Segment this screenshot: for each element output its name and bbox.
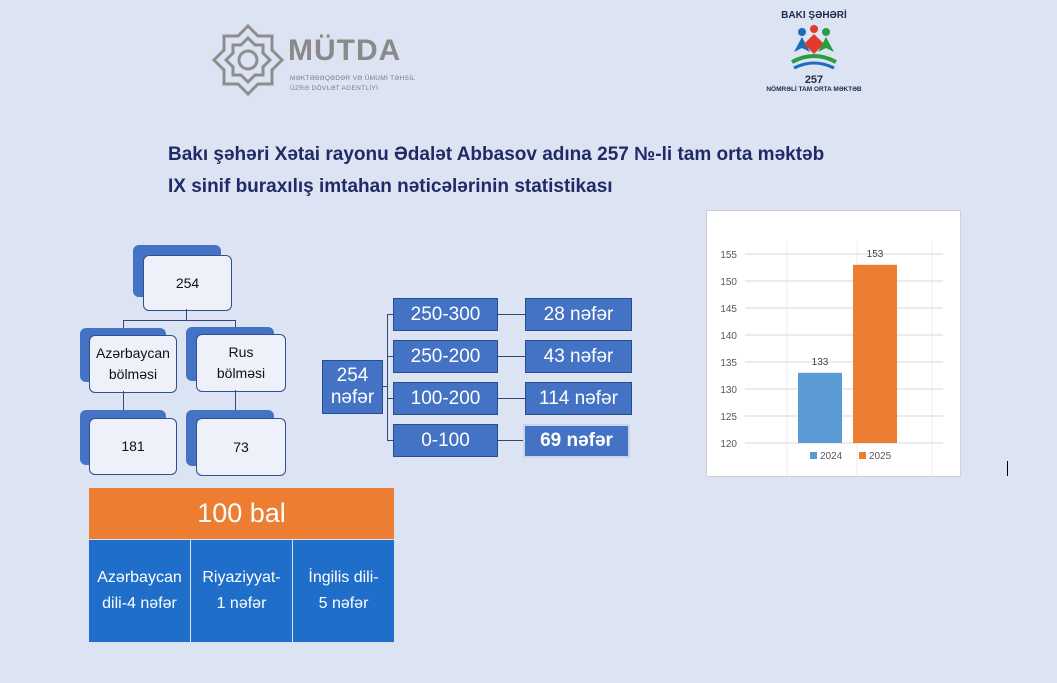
chart-y-tick-label: 155 [720,250,737,261]
perfect-az-cell: Azərbaycan dili-4 nəfər [89,540,190,642]
chart-y-tick-label: 150 [720,277,737,288]
school-logo: BAKI ŞƏHƏRİ 257 NÖMRƏLİ TAM ORTA MƏKTƏB [766,8,862,100]
range-count: 28 nəfər [543,303,614,325]
mutda-logo-subtitle-2: ÜZRƏ DÖVLƏT AGENTLİYİ [290,85,379,92]
chart-bar [798,372,842,443]
tree-ru-count: 73 [233,438,249,455]
perfect-header: 100 bal [89,488,394,539]
perfect-eng-line-2: 5 nəfər [318,595,369,612]
tree-az-count: 181 [121,438,145,454]
tree-az-label-1: Azərbaycan [96,345,170,361]
text-cursor [1007,461,1008,476]
title-line-1: Bakı şəhəri Xətai rayonu Ədalət Abbasov … [168,144,825,165]
tree-az-count-box: 181 [89,418,177,475]
range-box: 250-300 [393,298,498,331]
tree-total-value: 254 [175,274,200,291]
title-line-2: IX sinif buraxılış imtahan nəticələrinin… [168,176,613,197]
mutda-logo-subtitle-1: MƏKTƏBƏQƏDƏR VƏ ÜMUMİ TƏHSİL [290,75,416,82]
perfect-az-line-1: Azərbaycan [97,569,182,586]
tree-ru-label-1: Rus [228,344,254,360]
ranges-total-value: 254 [336,365,369,386]
perfect-math-line-1: Riyaziyyat- [202,569,281,586]
chart-y-tick-label: 145 [720,304,737,315]
perfect-math-cell: Riyaziyyat- 1 nəfər [191,540,292,642]
range-label: 100-200 [410,387,481,409]
range-count-box: 114 nəfər [525,382,632,415]
school-emblem-icon [791,25,837,70]
range-label: 0-100 [421,429,470,451]
chart-y-tick-label: 120 [720,439,737,450]
perfect-az-line-2: dili-4 nəfər [102,595,177,612]
tree-az-label-2: bölməsi [108,366,158,382]
perfect-eng-line-1: İngilis dili- [308,569,379,586]
results-chart: 120 125 130 135 140 145 150 155 133 153 2024 2025 [706,210,961,477]
range-count-box: 28 nəfər [525,298,632,331]
ranges-total-unit: nəfər [330,387,375,408]
school-logo-top-text: BAKI ŞƏHƏRİ [781,10,847,21]
mutda-logo-name: MÜTDA [288,34,402,67]
ranges-total-box: 254 nəfər [322,360,383,414]
tree-az-box: Azərbaycan bölməsi [89,335,177,393]
chart-y-tick-label: 135 [720,358,737,369]
tree-ru-count-box: 73 [196,418,286,476]
range-box: 100-200 [393,382,498,415]
perfect-eng-cell: İngilis dili- 5 nəfər [293,540,394,642]
chart-y-tick-label: 130 [720,385,737,396]
chart-legend-label: 2024 [820,451,843,462]
range-count-box: 69 nəfər [523,424,630,458]
chart-data-label: 133 [812,357,829,368]
mutda-emblem-icon [211,23,285,97]
chart-y-tick-label: 140 [720,331,737,342]
tree-total-box: 254 [143,255,232,311]
chart-data-label: 153 [867,249,884,260]
school-logo-bottom-text: NÖMRƏLİ TAM ORTA MƏKTƏB [766,86,862,93]
school-logo-number: 257 [804,74,824,86]
results-chart-svg: 120 125 130 135 140 145 150 155 133 153 2024 2025 [720,241,943,476]
chart-bar [853,264,897,443]
range-count: 114 nəfər [539,387,618,409]
mutda-logo: MÜTDA MƏKTƏBƏQƏDƏR VƏ ÜMUMİ TƏHSİL ÜZRƏ … [210,22,420,100]
range-count: 69 nəfər [540,430,613,451]
range-label: 250-200 [410,345,481,367]
chart-legend-label: 2025 [869,451,892,462]
perfect-header-label: 100 bal [197,498,286,528]
perfect-math-line-2: 1 nəfər [216,595,267,612]
range-box: 0-100 [393,424,498,457]
chart-legend-swatch [810,452,817,459]
range-box: 250-200 [393,340,498,373]
page-title: Bakı şəhəri Xətai rayonu Ədalət Abbasov … [168,139,928,203]
tree-ru-box: Rus bölməsi [196,334,286,392]
range-label: 250-300 [410,303,481,325]
chart-legend-swatch [859,452,866,459]
range-count: 43 nəfər [543,345,614,367]
chart-y-tick-label: 125 [720,412,737,423]
range-count-box: 43 nəfər [525,340,632,373]
tree-ru-label-2: bölməsi [216,365,266,381]
